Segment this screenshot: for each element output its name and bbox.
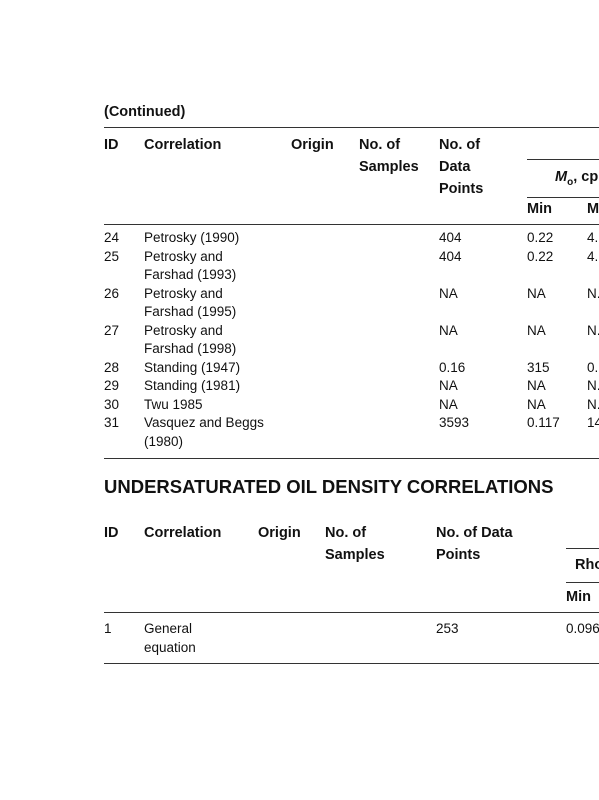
cell-id: 30	[104, 396, 120, 412]
rule	[527, 159, 599, 160]
cell-correlation: Petrosky and	[144, 248, 223, 264]
cell-min: NA	[527, 322, 546, 338]
cell-correlation: General	[144, 621, 193, 636]
cell-correlation: Farshad (1998)	[144, 341, 237, 356]
cell-min: 0.117	[527, 415, 560, 430]
header-samples: Samples	[325, 547, 385, 563]
header-points: No. of	[439, 137, 481, 153]
continued-label: (Continued)	[104, 104, 186, 120]
cell-correlation: Petrosky and	[144, 322, 223, 338]
cell-min: 0.096	[566, 621, 599, 636]
header-points: Points	[439, 181, 484, 197]
cell-correlation: Standing (1947)	[144, 359, 241, 375]
cell-correlation: Standing (1981)	[144, 378, 241, 393]
rule	[566, 582, 599, 583]
header-points: Points	[436, 547, 481, 563]
rule	[104, 224, 599, 225]
header-origin: Origin	[258, 525, 301, 541]
header-points: Data	[439, 159, 471, 175]
cell-max: N.	[587, 378, 599, 393]
header-id: ID	[104, 137, 119, 153]
section-title: UNDERSATURATED OIL DENSITY CORRELATIONS	[104, 476, 554, 497]
cell-correlation: equation	[144, 639, 196, 655]
header-min: Min	[566, 589, 591, 605]
header-min: Min	[527, 201, 552, 217]
cell-correlation: Farshad (1993)	[144, 267, 237, 282]
rule	[104, 127, 599, 128]
header-group: Rho	[575, 557, 599, 573]
cell-correlation: Farshad (1995)	[144, 304, 237, 319]
header-points: No. of Data	[436, 525, 513, 541]
cell-correlation: Petrosky (1990)	[144, 230, 240, 245]
cell-max: N.	[587, 396, 599, 412]
cell-correlation: Petrosky and	[144, 285, 223, 301]
header-samples: No. of	[325, 525, 367, 541]
cell-max: 4.	[587, 230, 599, 245]
header-origin: Origin	[291, 137, 334, 153]
cell-correlation: Twu 1985	[144, 396, 203, 412]
cell-min: 0.22	[527, 248, 554, 264]
header-max: M	[587, 201, 599, 217]
cell-points: 404	[439, 248, 462, 264]
rule	[104, 612, 599, 613]
cell-points: NA	[439, 322, 458, 338]
rule	[104, 663, 599, 664]
cell-min: 0.22	[527, 230, 554, 245]
cell-min: NA	[527, 378, 546, 393]
cell-points: NA	[439, 285, 458, 301]
cell-points: NA	[439, 378, 458, 393]
cell-correlation: (1980)	[144, 433, 184, 449]
header-samples: Samples	[359, 159, 419, 175]
cell-points: 3593	[439, 415, 470, 430]
cell-points: 253	[436, 621, 459, 636]
cell-points: NA	[439, 396, 458, 412]
cell-min: 315	[527, 359, 550, 375]
header-samples: No. of	[359, 137, 401, 153]
cell-max: 0.	[587, 359, 599, 375]
cell-id: 26	[104, 285, 120, 301]
cell-min: NA	[527, 285, 546, 301]
group-header: Mo, cp	[555, 166, 598, 194]
cell-max: 4.	[587, 248, 599, 264]
unit: , cp	[573, 169, 599, 185]
cell-id: 24	[104, 230, 120, 245]
cell-id: 27	[104, 322, 120, 338]
header-correlation: Correlation	[144, 525, 222, 541]
cell-min: NA	[527, 396, 546, 412]
cell-max: N.	[587, 285, 599, 301]
cell-id: 31	[104, 415, 120, 430]
symbol: M	[555, 169, 568, 185]
cell-id: 25	[104, 248, 120, 264]
rule	[104, 458, 599, 459]
cell-correlation: Vasquez and Beggs	[144, 415, 264, 430]
rule	[527, 197, 599, 198]
cell-points: 404	[439, 230, 462, 245]
header-correlation: Correlation	[144, 137, 222, 153]
cell-id: 28	[104, 359, 120, 375]
cell-max: 14	[587, 415, 599, 430]
rule	[566, 548, 599, 549]
subscript: o	[567, 176, 574, 188]
cell-max: N.	[587, 322, 599, 338]
cell-id: 1	[104, 621, 112, 636]
header-id: ID	[104, 525, 119, 541]
cell-id: 29	[104, 378, 120, 393]
cell-points: 0.16	[439, 359, 466, 375]
